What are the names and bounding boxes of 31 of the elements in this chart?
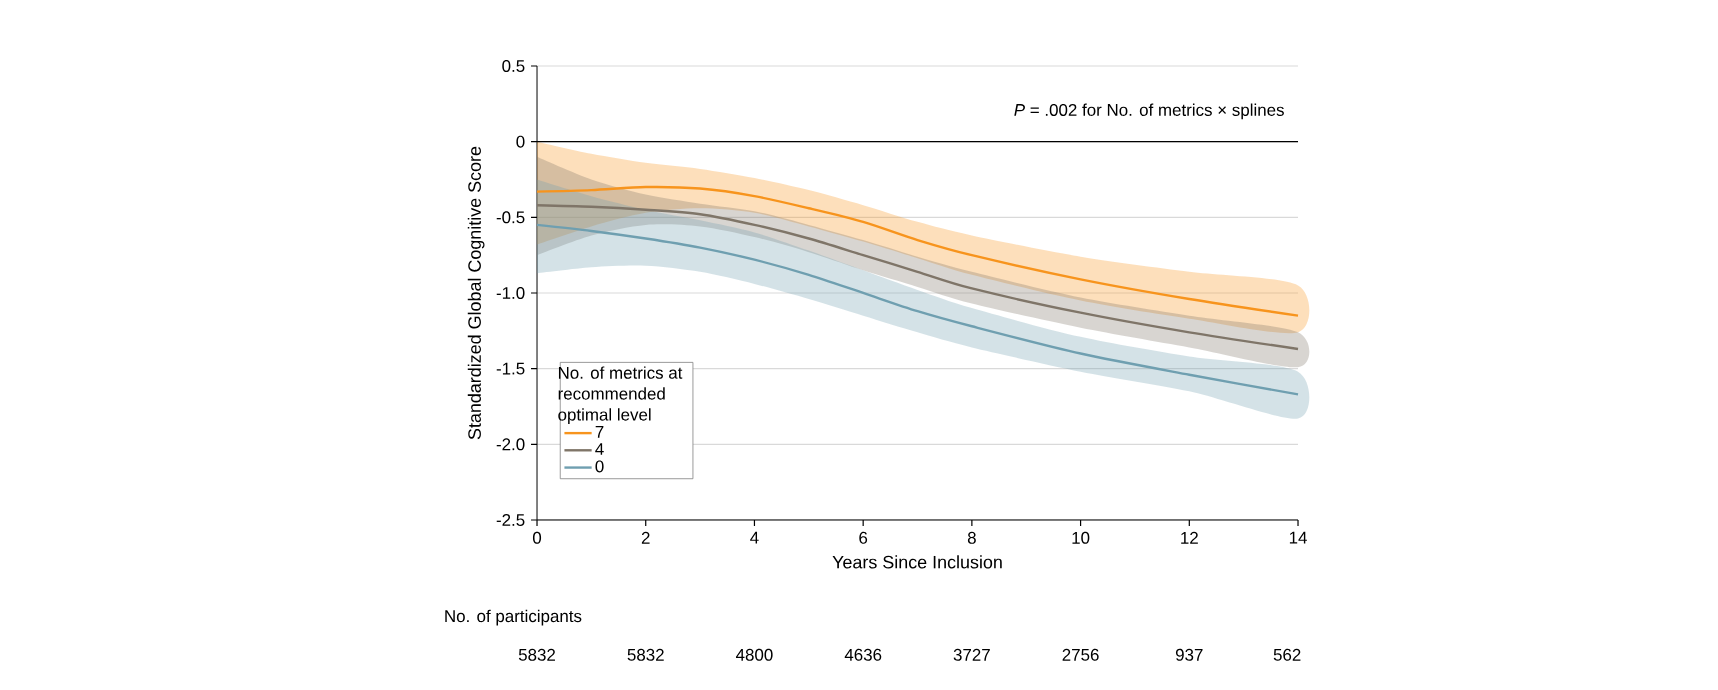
y-tick-label: 0.5 bbox=[502, 59, 525, 72]
x-tick-label: 8 bbox=[967, 531, 976, 544]
legend-label: 7 bbox=[595, 426, 604, 438]
x-axis-title: Years Since Inclusion bbox=[832, 555, 1002, 569]
x-tick-label: 12 bbox=[1181, 531, 1198, 544]
x-tick-label: 14 bbox=[1289, 531, 1307, 544]
y-axis-title: Standardized Global Cognitive Score bbox=[467, 146, 485, 440]
legend-label: 0 bbox=[595, 460, 604, 473]
y-tick-label: -2.5 bbox=[496, 513, 525, 526]
x-tick-label: 4 bbox=[750, 531, 759, 544]
y-tick-label: -2.0 bbox=[496, 438, 525, 451]
x-tick-label: 10 bbox=[1072, 531, 1090, 544]
x-tick-label: 2 bbox=[641, 531, 650, 544]
x-tick-label: 6 bbox=[859, 531, 868, 544]
text: 5832 bbox=[518, 648, 555, 661]
y-tick-label: -0.5 bbox=[496, 211, 525, 224]
annotation: P = .002 for No. of metrics × splines bbox=[1014, 103, 1284, 120]
text: 4636 bbox=[844, 648, 882, 661]
x-tick-label: 0 bbox=[532, 531, 542, 544]
y-tick-label: 0 bbox=[516, 135, 525, 148]
text: 4800 bbox=[735, 648, 773, 661]
text: 2756 bbox=[1062, 648, 1099, 661]
text: 562 bbox=[1273, 648, 1301, 661]
y-tick-label: -1.5 bbox=[496, 362, 525, 375]
text: 937 bbox=[1175, 648, 1203, 661]
text: 3727 bbox=[953, 648, 990, 661]
legend-label: 4 bbox=[595, 443, 604, 455]
legend-title: No. of metrics at recommended optimal level bbox=[558, 366, 683, 424]
text: 5832 bbox=[627, 648, 664, 661]
text: No. of participants bbox=[445, 609, 582, 626]
y-tick-label: -1.0 bbox=[496, 286, 525, 299]
